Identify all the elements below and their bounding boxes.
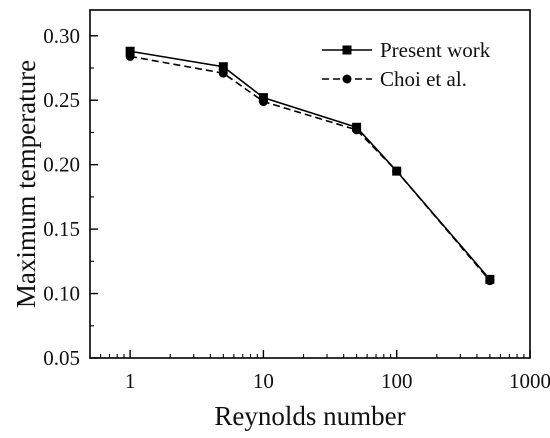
y-tick-label: 0.10 <box>43 282 80 306</box>
legend-item: Present work <box>322 38 491 62</box>
y-tick-label: 0.15 <box>43 217 80 241</box>
y-axis-label: Maximum temperature <box>11 60 41 308</box>
x-axis-label: Reynolds number <box>214 401 405 431</box>
x-tick-label: 100 <box>381 369 413 393</box>
legend-item: Choi et al. <box>322 67 467 91</box>
y-tick-label: 0.30 <box>43 24 80 48</box>
data-point-square <box>218 62 228 72</box>
x-tick-label: 10 <box>253 369 274 393</box>
data-point-circle <box>218 68 228 78</box>
tick-labels: 1 10 100 1000 0.05 0.10 0.15 0.20 0.25 0.30 <box>43 24 550 393</box>
y-tick-label: 0.05 <box>43 346 80 370</box>
data-point-circle <box>485 276 495 286</box>
series-line <box>129 55 491 282</box>
plot-frame <box>89 9 531 359</box>
legend: Present work Choi et al. <box>322 38 491 91</box>
legend-marker <box>342 74 352 84</box>
legend-label: Choi et al. <box>380 67 467 91</box>
x-tick-label: 1000 <box>509 369 550 393</box>
legend-marker <box>342 45 352 55</box>
data-point-square <box>125 46 135 56</box>
series-layer <box>125 46 495 286</box>
series-choi-et-al <box>125 51 495 286</box>
data-point-circle <box>352 125 362 135</box>
data-point-circle <box>125 51 135 61</box>
x-tick-label: 1 <box>125 369 136 393</box>
data-point-circle <box>258 97 268 107</box>
y-tick-label: 0.25 <box>43 88 80 112</box>
legend-label: Present work <box>380 38 491 62</box>
data-point-circle <box>392 166 402 176</box>
y-tick-label: 0.20 <box>43 153 80 177</box>
